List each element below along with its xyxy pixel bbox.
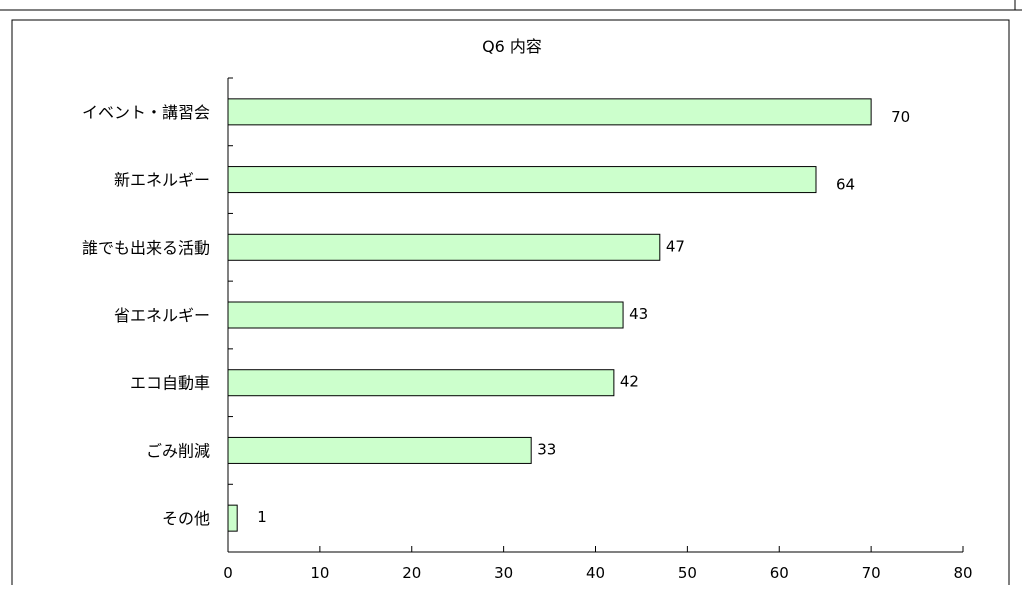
value-label: 33 [537,440,556,458]
x-tick-label: 60 [770,564,789,582]
x-tick-label: 50 [678,564,697,582]
bar [227,166,817,194]
value-label: 1 [257,508,267,526]
x-tick-label: 80 [953,564,972,582]
x-tick-label: 30 [494,564,513,582]
category-label: 新エネルギー [114,171,210,190]
chart-title: Q6 内容 [482,37,542,56]
bar [227,369,615,397]
value-label: 42 [620,373,639,391]
x-tick-label: 40 [586,564,605,582]
plot-area: 0 10 20 30 40 50 60 70 80 イベント・講習会 70 新エネルギー 64 誰でも出来… [82,77,973,582]
value-label: 64 [836,176,855,194]
x-tick-label: 0 [223,564,233,582]
bar [227,301,624,329]
x-tick-label: 70 [862,564,881,582]
bar [227,436,532,464]
category-label: 省エネルギー [114,306,210,325]
category-label: ごみ削減 [146,441,210,460]
value-label: 47 [666,237,685,255]
category-label: イベント・講習会 [82,103,210,122]
bar [227,233,661,261]
value-label: 43 [629,305,648,323]
category-label: エコ自動車 [130,374,210,393]
category-label: その他 [162,509,210,528]
x-tick-label: 10 [310,564,329,582]
category-label: 誰でも出来る活動 [82,238,210,257]
bar [227,98,872,126]
value-label: 70 [891,108,910,126]
x-tick-label: 20 [402,564,421,582]
bar [227,504,238,532]
